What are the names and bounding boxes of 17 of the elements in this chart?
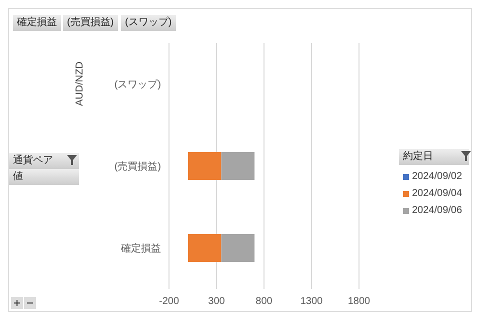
text: (売買損益) [63, 15, 118, 31]
legend-title: 約定日 [399, 149, 469, 165]
x-tick-label: -200 [158, 296, 180, 308]
text: 通貨ペア [9, 153, 79, 169]
x-tick-label: 1300 [300, 296, 324, 308]
y-tick-label: (売買損益) [114, 160, 161, 173]
y-tick-label: (スワップ) [114, 78, 161, 91]
y-axis-title: AUD/NZD [74, 62, 86, 106]
x-tick-label: 300 [208, 296, 226, 308]
text: 確定損益 [13, 15, 61, 31]
legend-label: 2024/09/04 [412, 188, 462, 199]
y-tick-label: 確定損益 [120, 242, 161, 255]
legend-label: 2024/09/06 [412, 205, 462, 216]
x-tick-label: 800 [256, 296, 273, 308]
legend-label: 2024/09/02 [412, 171, 462, 182]
text: 値 [9, 169, 79, 185]
x-tick-label: 1800 [348, 296, 371, 308]
